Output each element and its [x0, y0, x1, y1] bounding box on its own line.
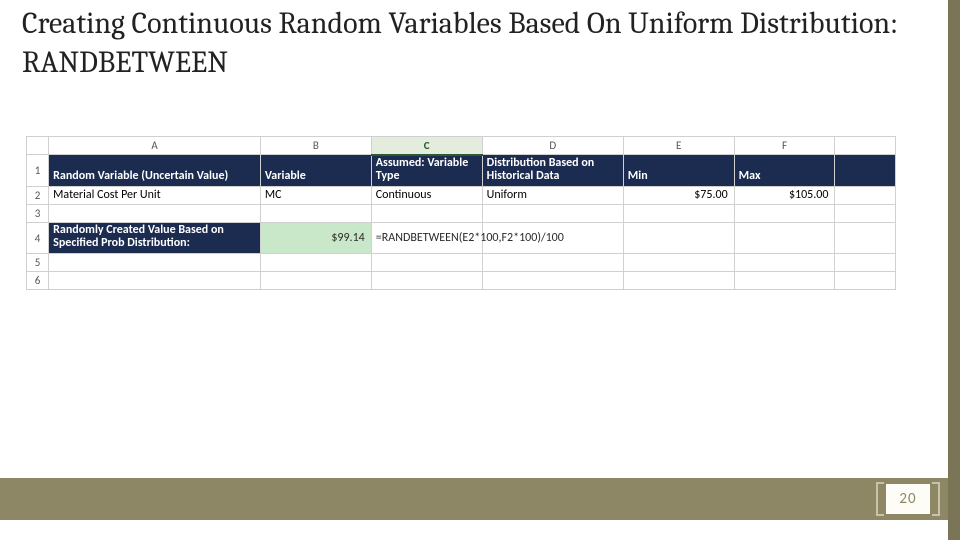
- cell[interactable]: [49, 272, 261, 290]
- cell[interactable]: [371, 254, 482, 272]
- row-header-4[interactable]: 4: [27, 222, 49, 253]
- col-header-B[interactable]: B: [260, 137, 371, 155]
- cell[interactable]: Random Variable (Uncertain Value): [49, 155, 261, 187]
- cell[interactable]: Min: [623, 155, 734, 187]
- cell[interactable]: [49, 204, 261, 222]
- cell[interactable]: [623, 272, 734, 290]
- label-randomly-created-value: Randomly Created Value Based on Specifie…: [49, 222, 261, 253]
- spreadsheet: ABCDEF 1Random Variable (Uncertain Value)…: [26, 136, 896, 290]
- formula-result-cell[interactable]: $99.14: [260, 222, 371, 253]
- cell[interactable]: [260, 254, 371, 272]
- side-accent: [948, 0, 960, 540]
- page-bracket-left: [876, 482, 884, 516]
- slide-title: Creating Continuous Random Variables Bas…: [22, 4, 922, 82]
- col-header-E[interactable]: E: [623, 137, 734, 155]
- col-header-[interactable]: [835, 137, 896, 155]
- cell[interactable]: [482, 272, 623, 290]
- corner-cell[interactable]: [27, 137, 49, 155]
- cell[interactable]: [835, 186, 896, 204]
- cell[interactable]: $105.00: [734, 186, 835, 204]
- col-header-A[interactable]: A: [49, 137, 261, 155]
- cell[interactable]: [623, 254, 734, 272]
- cell[interactable]: Material Cost Per Unit: [49, 186, 261, 204]
- cell[interactable]: [482, 204, 623, 222]
- cell[interactable]: Variable: [260, 155, 371, 187]
- footer-strip: [0, 478, 948, 520]
- cell[interactable]: [734, 204, 835, 222]
- cell[interactable]: [371, 272, 482, 290]
- cell[interactable]: MC: [260, 186, 371, 204]
- page-bracket-right: [932, 482, 940, 516]
- page-number: 20: [886, 484, 930, 514]
- cell[interactable]: [835, 204, 896, 222]
- row-header-2[interactable]: 2: [27, 186, 49, 204]
- cell[interactable]: Continuous: [371, 186, 482, 204]
- row-header-1[interactable]: 1: [27, 155, 49, 187]
- formula-text: =RANDBETWEEN(E2*100,F2*100)/100: [371, 222, 482, 253]
- cell[interactable]: [49, 254, 261, 272]
- cell[interactable]: Assumed: Variable Type: [371, 155, 482, 187]
- cell[interactable]: [734, 222, 835, 253]
- row-header-3[interactable]: 3: [27, 204, 49, 222]
- cell[interactable]: [623, 222, 734, 253]
- cell[interactable]: [623, 204, 734, 222]
- row-header-6[interactable]: 6: [27, 272, 49, 290]
- cell[interactable]: [260, 204, 371, 222]
- cell[interactable]: [835, 254, 896, 272]
- cell[interactable]: [734, 272, 835, 290]
- cell[interactable]: Distribution Based on Historical Data: [482, 155, 623, 187]
- cell[interactable]: [482, 254, 623, 272]
- row-header-5[interactable]: 5: [27, 254, 49, 272]
- col-header-F[interactable]: F: [734, 137, 835, 155]
- cell[interactable]: [371, 204, 482, 222]
- col-header-C[interactable]: C: [371, 137, 482, 155]
- col-header-D[interactable]: D: [482, 137, 623, 155]
- cell[interactable]: [835, 155, 896, 187]
- cell[interactable]: $75.00: [623, 186, 734, 204]
- cell[interactable]: Max: [734, 155, 835, 187]
- cell[interactable]: [835, 222, 896, 253]
- cell[interactable]: [260, 272, 371, 290]
- cell[interactable]: Uniform: [482, 186, 623, 204]
- cell[interactable]: [734, 254, 835, 272]
- cell[interactable]: [835, 272, 896, 290]
